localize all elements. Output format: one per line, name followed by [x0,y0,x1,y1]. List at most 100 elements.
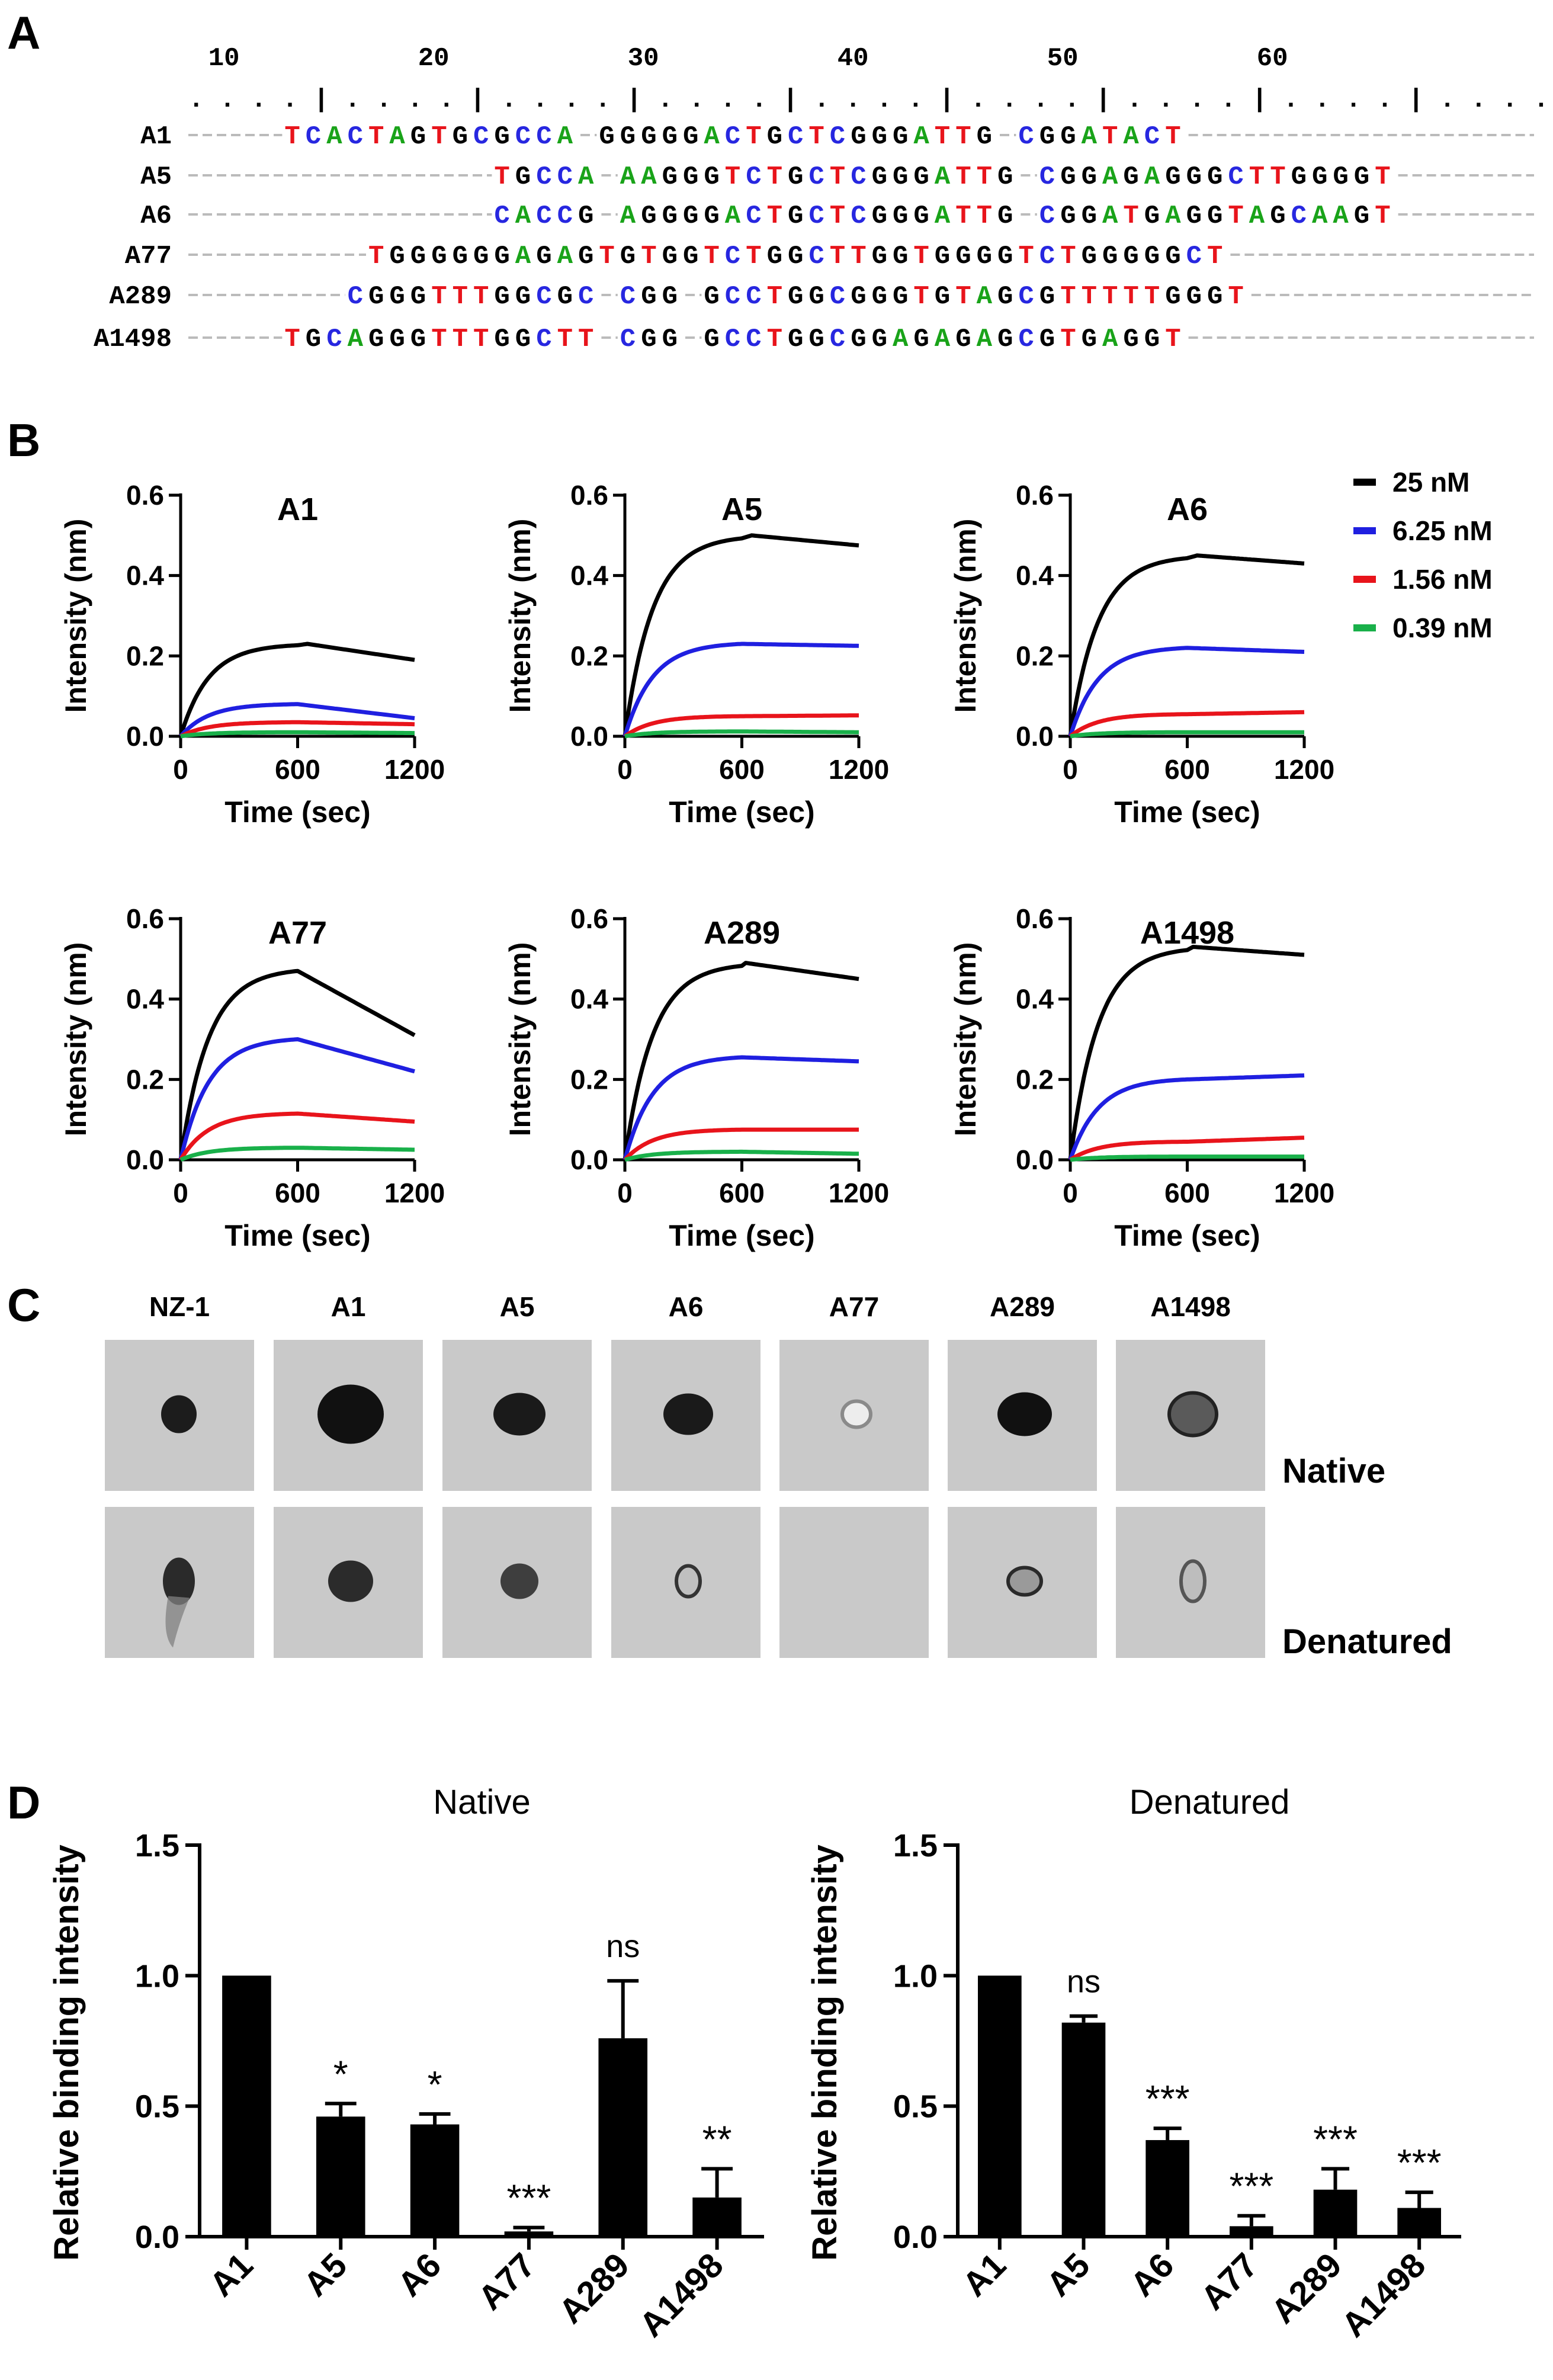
y-axis-label: Intensity (nm) [59,942,92,1137]
blot-dot [997,1392,1052,1436]
y-tick-label: 0.4 [1016,984,1054,1015]
y-axis-label: Relative binding intensity [47,1845,86,2261]
series-line-1-56-nM [623,1127,859,1162]
sequence-name: A77 [125,242,172,271]
ruler-number: 30 [628,44,659,73]
blot-dot [840,1399,872,1429]
chart-title: Native [433,1783,530,1821]
x-axis-label: Time (sec) [224,796,370,829]
x-tick-label: 600 [275,754,320,785]
panel-letter-a: A [7,7,40,59]
blot-dot [317,1384,384,1444]
y-axis-label: Intensity (nm) [503,519,537,713]
y-tick-label: 0.4 [1016,560,1054,591]
x-tick-label: 0 [617,1178,633,1208]
blot-dot [493,1393,546,1436]
bar-A5 [316,2116,365,2237]
x-tick-label: 1200 [1274,754,1334,785]
x-axis-label: Time (sec) [669,796,814,829]
panel-letter-c: C [7,1279,40,1331]
significance-label: * [428,2063,442,2106]
chart-title: A6 [1167,492,1208,527]
series-line-0-39-nM [624,1149,859,1162]
x-axis-label: Time (sec) [669,1219,814,1252]
blot-dot [675,1564,702,1599]
bar-A1498 [1397,2208,1441,2237]
significance-label: *** [1397,2141,1442,2184]
y-tick-label: 0.2 [570,1064,608,1095]
x-axis-label: Time (sec) [224,1219,370,1252]
significance-label: ** [702,2118,732,2160]
y-tick-label: 1.5 [893,1828,938,1863]
y-tick-label: 0.0 [570,1144,608,1175]
panel-letter-d: D [7,1776,40,1829]
bli-panel: A1 0.0 0.2 0.4 0.6 0 600 1200 Time (sec) Intensit… [59,467,1493,1252]
y-tick-label: 0.6 [126,903,164,934]
bar-A6 [410,2124,460,2237]
y-tick-label: 0.2 [1016,1064,1054,1095]
sequence-name: A1 [140,122,172,152]
sequence-name: A289 [109,282,172,312]
significance-label: *** [507,2177,551,2219]
chart-title: A1 [277,492,318,527]
y-tick-label: 0.6 [1016,480,1054,511]
blot-dot [663,1393,713,1435]
row-label-native: Native [1282,1452,1385,1490]
bar-A77 [504,2231,554,2237]
x-tick-label: 1200 [384,754,445,785]
ruler-number: 10 [208,44,240,73]
y-tick-label: 0.4 [570,984,608,1015]
y-tick-label: 0.6 [1016,903,1054,934]
y-tick-label: 0.4 [126,984,164,1015]
legend-label: 0.39 nM [1392,612,1493,643]
y-tick-label: 0.4 [570,560,608,591]
x-tick-label: 600 [1164,754,1210,785]
lane-label: A1 [331,1291,366,1322]
y-tick-label: 1.0 [135,1958,179,1994]
lane-label: A1498 [1150,1291,1231,1322]
significance-label: *** [1146,2077,1190,2120]
lane-label: A77 [829,1291,879,1322]
series-line-0-39-nM [1070,1154,1305,1162]
panel-letter-b: B [7,414,40,466]
series-line-25-nM [1068,553,1305,737]
x-tick-label: 600 [1164,1178,1210,1208]
chart-title: A77 [268,915,327,951]
blot-dot [328,1560,373,1602]
chart-title: A5 [721,492,762,527]
series-line-1-56-nM [1069,710,1305,738]
row-label-denatured: Denatured [1282,1622,1452,1661]
y-axis-label: Relative binding intensity [806,1845,844,2261]
series-line-25-nM [178,968,416,1160]
sequence-name: A6 [140,201,172,231]
blot-dot [1179,1559,1207,1603]
bar-A1498 [692,2197,742,2237]
sequence-name: A5 [140,162,172,192]
series-line-25-nM [623,961,859,1160]
legend-label: 25 nM [1392,467,1469,498]
blot-dot [1167,1391,1218,1438]
ruler-number: 20 [418,44,450,73]
y-tick-label: 0.0 [1016,1144,1054,1175]
series-line-6-25-nM [623,641,859,737]
series-line-1-56-nM [179,720,415,739]
series-line-25-nM [178,641,415,737]
y-axis-label: Intensity (nm) [949,519,982,713]
ruler-number: 60 [1257,44,1288,73]
x-tick-label: 1200 [384,1178,445,1208]
significance-label: *** [1229,2165,1273,2208]
series-line-6-25-nM [623,1055,859,1160]
